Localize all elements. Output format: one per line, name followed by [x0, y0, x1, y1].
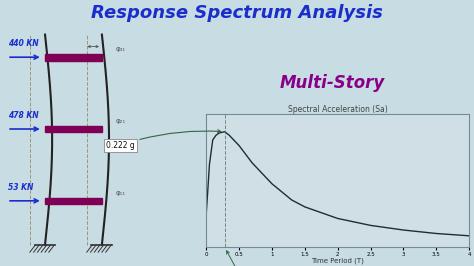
Text: Response Spectrum Analysis: Response Spectrum Analysis — [91, 4, 383, 22]
Text: Multi-Story: Multi-Story — [279, 74, 384, 93]
Bar — [45, 197, 102, 204]
Text: φ₁₁: φ₁₁ — [115, 189, 125, 196]
Text: 440 KN: 440 KN — [8, 39, 39, 48]
Text: 53 KN: 53 KN — [8, 182, 34, 192]
Bar — [45, 126, 102, 132]
Text: 0.282 Sec: 0.282 Sec — [225, 251, 262, 266]
Text: φ₃₁: φ₃₁ — [115, 46, 125, 52]
Text: φ₂₁: φ₂₁ — [115, 118, 126, 124]
Text: 478 KN: 478 KN — [8, 111, 39, 120]
Title: Spectral Acceleration (Sa): Spectral Acceleration (Sa) — [288, 105, 388, 114]
Text: 0.222 g: 0.222 g — [106, 130, 221, 150]
X-axis label: Time Period (T): Time Period (T) — [311, 258, 364, 264]
Bar — [45, 54, 102, 61]
